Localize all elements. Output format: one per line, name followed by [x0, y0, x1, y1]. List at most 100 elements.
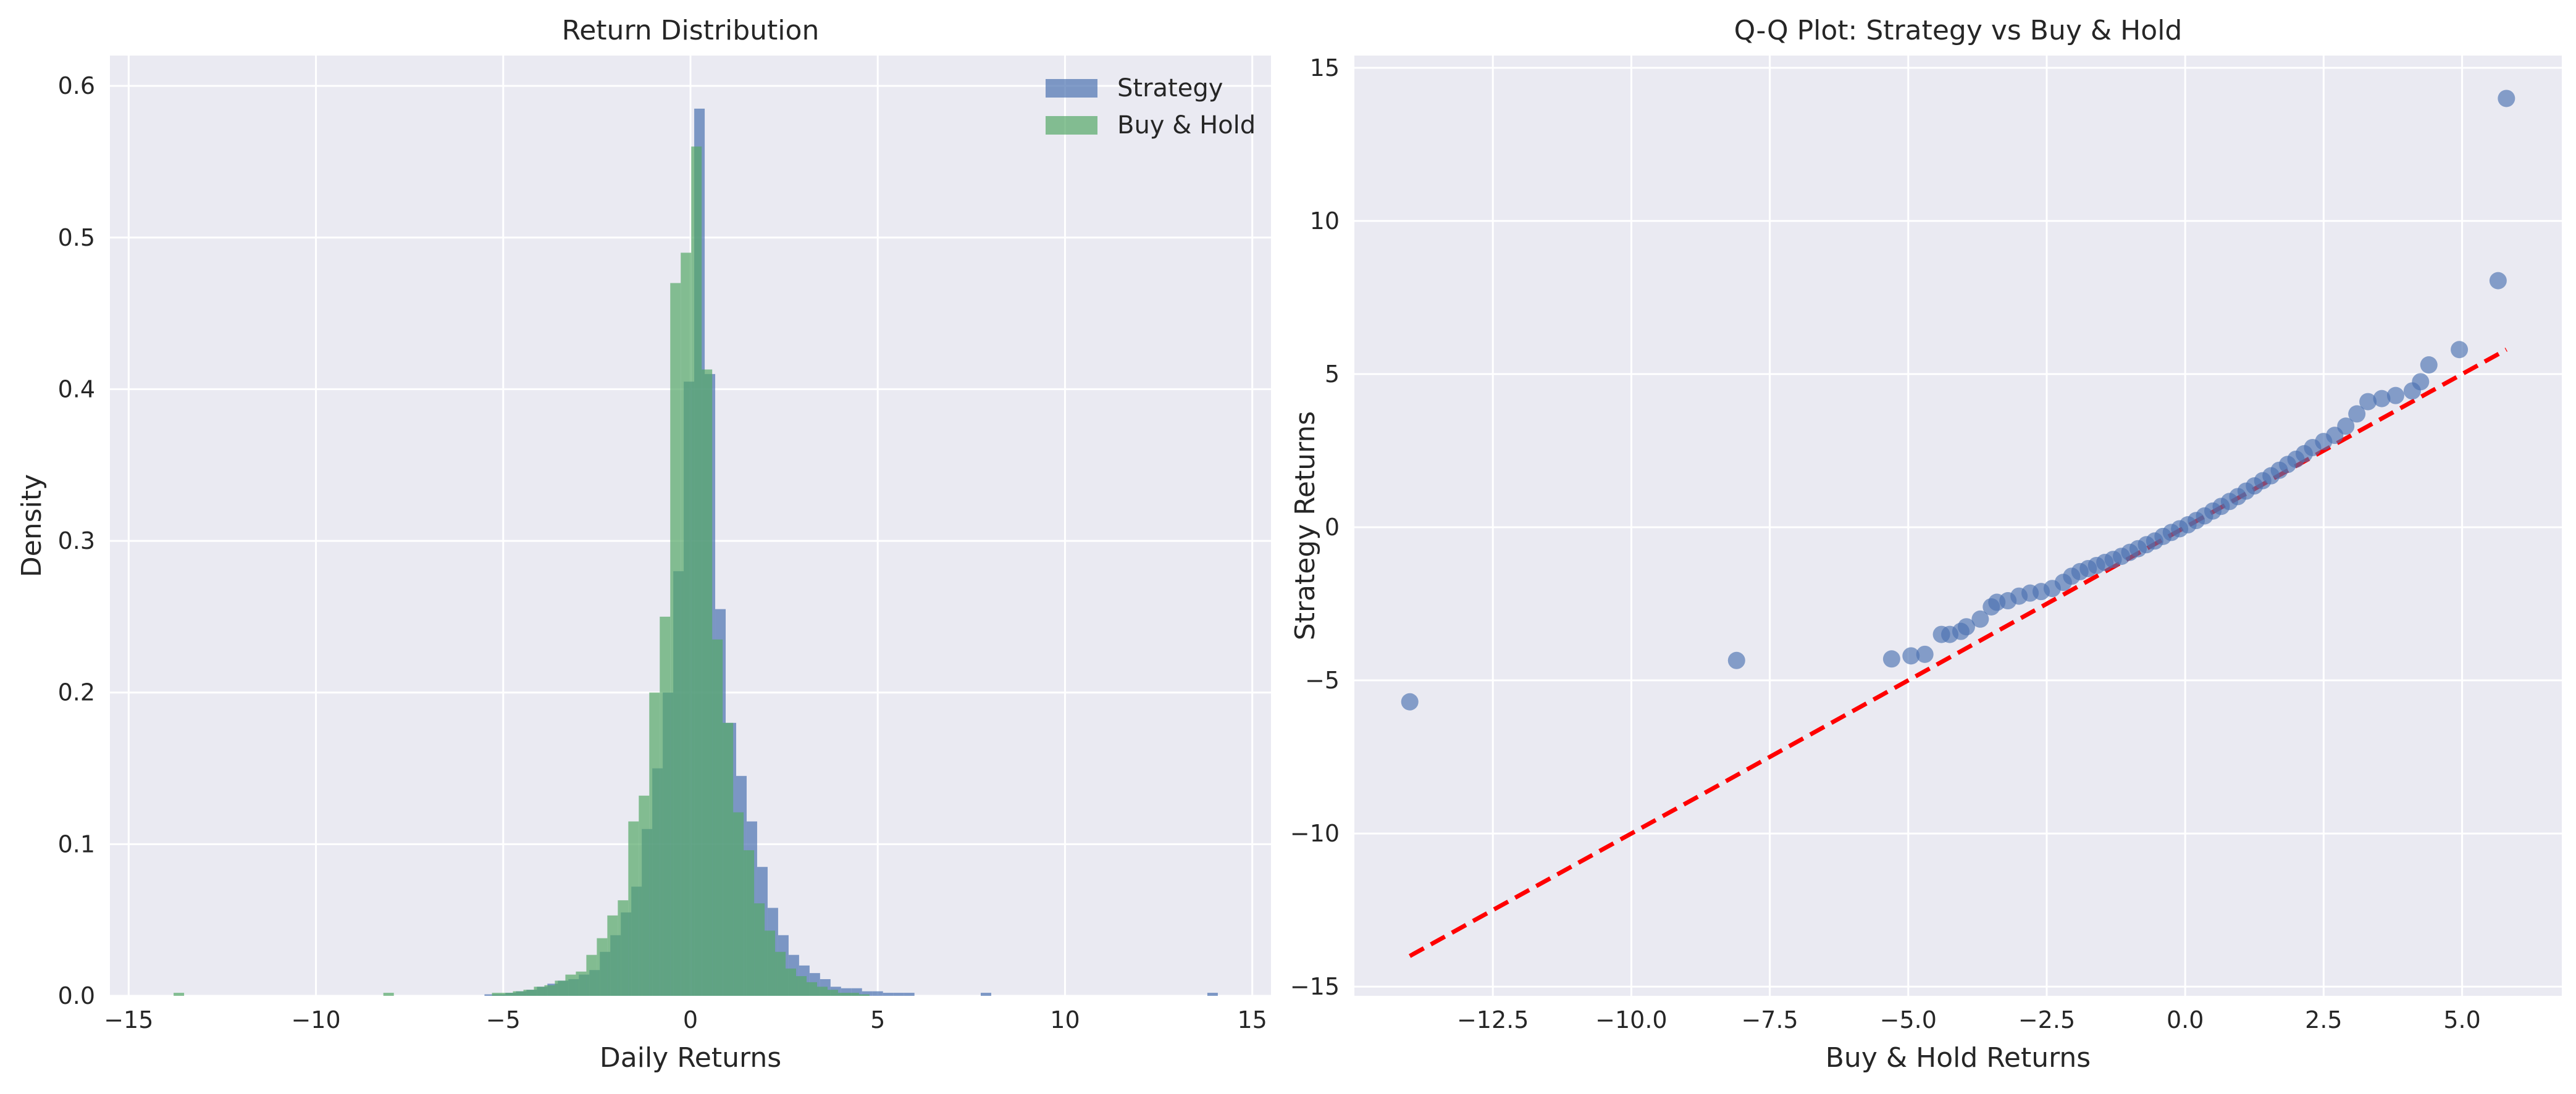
histogram-x-tick-label: 5: [870, 1006, 885, 1033]
histogram-legend: Strategy Buy & Hold: [1046, 74, 1256, 140]
histogram-bar-buy-hold: [827, 990, 838, 996]
qq-x-tick-label: −5.0: [1880, 1006, 1937, 1033]
histogram-y-tick-label: 0.5: [58, 224, 95, 251]
qq-x-label: Buy & Hold Returns: [1826, 1042, 2091, 1074]
qq-point: [2359, 393, 2377, 411]
histogram-bar-strategy: [484, 994, 495, 996]
histogram-bar-buy-hold: [639, 795, 650, 996]
histogram-bar-buy-hold: [796, 976, 807, 996]
histogram-bar-buy-hold: [576, 971, 587, 996]
histogram-bar-strategy: [981, 993, 991, 996]
qq-point: [2348, 405, 2366, 423]
qq-point: [1401, 693, 1419, 711]
histogram-x-tick-label: 10: [1050, 1006, 1080, 1033]
qq-x-tick-label: −2.5: [2018, 1006, 2075, 1033]
histogram-bar-strategy: [883, 993, 894, 996]
qq-point: [1902, 647, 1920, 665]
histogram-bar-buy-hold: [754, 903, 765, 996]
legend-label-strategy: Strategy: [1117, 74, 1223, 102]
legend-swatch-buy-hold: [1046, 116, 1097, 135]
qq-x-tick-label: 0.0: [2167, 1006, 2204, 1033]
histogram-bar-buy-hold: [733, 812, 744, 996]
qq-y-tick-label: 15: [1310, 54, 1340, 81]
qq-point: [2373, 390, 2391, 407]
histogram-bar-buy-hold: [628, 821, 639, 996]
qq-point: [1916, 645, 1934, 663]
qq-panel: −12.5 −10.0 −7.5 −5.0 −2.5 0.0 2.5 5.0 −15 −10 −5…: [1290, 15, 2562, 1074]
histogram-bar-buy-hold: [723, 722, 734, 996]
histogram-bar-buy-hold: [681, 253, 692, 996]
histogram-bar-buy-hold: [565, 974, 576, 996]
histogram-bar-buy-hold: [492, 993, 503, 996]
qq-point: [2420, 356, 2438, 374]
histogram-bar-buy-hold: [837, 993, 849, 996]
histogram-bar-buy-hold: [555, 980, 566, 996]
histogram-y-tick-label: 0.6: [58, 72, 95, 99]
histogram-bar-buy-hold: [597, 938, 608, 996]
qq-point: [1882, 650, 1900, 668]
histogram-x-tick-label: −10: [291, 1006, 340, 1033]
qq-y-label: Strategy Returns: [1290, 411, 1321, 640]
histogram-bar-buy-hold: [775, 951, 786, 996]
histogram-bar-buy-hold: [607, 915, 618, 996]
qq-y-tick-label: −15: [1290, 973, 1340, 1000]
histogram-bar-buy-hold: [670, 283, 681, 996]
qq-reference-line: [1408, 348, 2508, 958]
histogram-bar-buy-hold: [618, 900, 629, 996]
qq-y-tick-label: 10: [1310, 207, 1340, 235]
histogram-bar-strategy: [893, 993, 904, 996]
qq-point: [2498, 90, 2515, 107]
qq-x-tick-label: −7.5: [1741, 1006, 1798, 1033]
histogram-y-tick-label: 0.2: [58, 679, 95, 706]
qq-x-tick-label: 2.5: [2305, 1006, 2342, 1033]
legend-swatch-strategy: [1046, 79, 1097, 98]
histogram-bar-buy-hold: [712, 639, 723, 996]
qq-point: [2451, 341, 2469, 359]
histogram-x-tick-label: 0: [683, 1006, 698, 1033]
histogram-x-tick-label: −5: [486, 1006, 521, 1033]
histogram-title: Return Distribution: [562, 15, 820, 46]
histogram-bar-buy-hold: [383, 993, 394, 996]
qq-point: [1957, 618, 1975, 636]
qq-x-tick-label: −12.5: [1457, 1006, 1529, 1033]
histogram-bar-buy-hold: [544, 985, 555, 996]
qq-point: [2337, 417, 2355, 435]
histogram-bar-buy-hold: [702, 369, 713, 996]
qq-point: [2412, 373, 2430, 391]
histogram-bar-strategy: [1207, 993, 1218, 996]
qq-point: [2489, 272, 2507, 290]
histogram-y-tick-label: 0.0: [58, 982, 95, 1009]
histogram-panel: −15 −10 −5 0 5 10 15 0.0 0.1 0.2 0.3 0.4 0.5 0.6 Ret…: [16, 15, 1271, 1074]
qq-y-tick-label: 5: [1325, 361, 1340, 388]
qq-y-tick-label: 0: [1325, 514, 1340, 541]
histogram-bar-buy-hold: [765, 930, 776, 996]
histogram-bar-buy-hold: [534, 987, 545, 996]
histogram-bar-buy-hold: [744, 850, 755, 996]
histogram-bar-buy-hold: [848, 993, 859, 996]
qq-points: [1401, 90, 2515, 711]
qq-x-ticks: −12.5 −10.0 −7.5 −5.0 −2.5 0.0 2.5 5.0: [1457, 1006, 2481, 1033]
qq-point: [1727, 651, 1745, 669]
histogram-bar-buy-hold: [660, 616, 671, 996]
legend-label-buy-hold: Buy & Hold: [1117, 111, 1256, 140]
qq-y-tick-label: −10: [1290, 820, 1340, 847]
histogram-x-tick-label: 15: [1237, 1006, 1267, 1033]
qq-point: [2386, 386, 2404, 404]
histogram-bar-buy-hold: [649, 692, 660, 996]
histogram-bar-buy-hold: [586, 954, 597, 996]
histogram-x-ticks: −15 −10 −5 0 5 10 15: [104, 1006, 1267, 1033]
histogram-bar-buy-hold: [523, 990, 534, 996]
qq-point: [1971, 610, 1989, 628]
qq-title: Q-Q Plot: Strategy vs Buy & Hold: [1734, 15, 2183, 46]
qq-x-tick-label: 5.0: [2443, 1006, 2480, 1033]
histogram-y-label: Density: [16, 474, 48, 577]
histogram-bar-buy-hold: [513, 991, 524, 996]
histogram-bar-buy-hold: [807, 982, 817, 996]
histogram-bar-strategy: [904, 993, 915, 996]
qq-y-tick-label: −5: [1305, 667, 1340, 694]
qq-grid: [1354, 56, 2562, 996]
histogram-x-label: Daily Returns: [600, 1042, 781, 1074]
qq-plot-area: [1354, 56, 2562, 996]
